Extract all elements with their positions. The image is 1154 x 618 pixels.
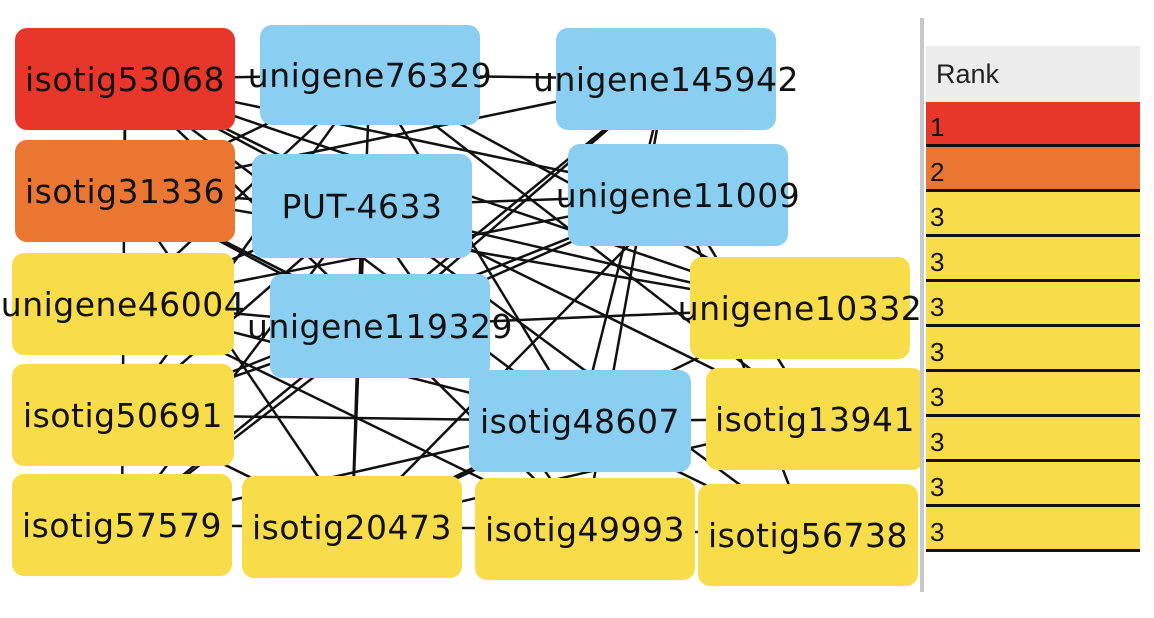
panel-divider[interactable]	[920, 18, 924, 592]
edge-isotig57579-PUT-4633[interactable]	[121, 205, 363, 526]
rank-value: 3	[930, 337, 945, 367]
node-unigene11009[interactable]: unigene11009	[556, 144, 800, 246]
node-label: isotig20473	[251, 507, 453, 547]
node-label: isotig50691	[22, 395, 224, 435]
rank-value: 3	[930, 292, 945, 322]
rank-value: 3	[930, 427, 945, 457]
rank-row[interactable]: 2	[926, 147, 1140, 192]
node-label: unigene46004	[0, 284, 246, 324]
rank-row[interactable]: 1	[926, 102, 1140, 147]
node-isotig57579[interactable]: isotig57579	[12, 474, 232, 576]
node-label: unigene145942	[533, 59, 799, 99]
node-isotig53068[interactable]: isotig53068	[15, 28, 235, 130]
node-unigene46004[interactable]: unigene46004	[1, 253, 245, 355]
node-label: unigene10332	[677, 288, 923, 328]
node-label: isotig31336	[24, 171, 226, 211]
rank-value: 2	[930, 157, 945, 187]
node-unigene145942[interactable]: unigene145942	[533, 28, 798, 130]
edge-unigene145942-isotig48607[interactable]	[578, 78, 668, 422]
rank-value: 1	[930, 112, 945, 142]
rank-row[interactable]: 3	[926, 192, 1140, 237]
node-isotig56738[interactable]: isotig56738	[698, 484, 918, 586]
edge-isotig56738-unigene11009[interactable]	[676, 194, 810, 536]
node-label: PUT-4633	[281, 186, 443, 226]
rank-value: 3	[930, 382, 945, 412]
node-label: unigene11009	[555, 175, 801, 215]
edge-isotig13941-unigene76329[interactable]	[369, 74, 816, 420]
rank-value: 3	[930, 472, 945, 502]
edge-isotig50691-unigene76329[interactable]	[121, 74, 372, 416]
rank-row[interactable]: 3	[926, 282, 1140, 327]
rank-row[interactable]: 3	[926, 372, 1140, 417]
node-label: unigene119329	[247, 306, 513, 346]
rank-row[interactable]: 3	[926, 417, 1140, 462]
node-label: isotig49993	[484, 509, 686, 549]
rank-row[interactable]: 3	[926, 327, 1140, 372]
node-label: isotig13941	[714, 399, 916, 439]
node-PUT-4633[interactable]: PUT-4633	[252, 154, 472, 258]
edge-unigene76329-isotig48607[interactable]	[368, 74, 582, 422]
node-label: unigene76329	[247, 55, 493, 95]
rank-row[interactable]: 3	[926, 507, 1140, 552]
node-isotig49993[interactable]: isotig49993	[475, 478, 695, 580]
node-isotig20473[interactable]: isotig20473	[242, 476, 462, 578]
rank-row[interactable]: 3	[926, 462, 1140, 507]
rank-row[interactable]: 3	[926, 237, 1140, 282]
rank-value: 3	[930, 517, 945, 547]
node-label: isotig56738	[707, 515, 909, 555]
node-unigene76329[interactable]: unigene76329	[248, 25, 492, 125]
node-isotig13941[interactable]: isotig13941	[706, 368, 924, 470]
node-isotig48607[interactable]: isotig48607	[469, 370, 691, 472]
node-label: isotig48607	[479, 401, 681, 441]
rank-column-header[interactable]: Rank	[926, 46, 1140, 102]
node-label: isotig53068	[24, 59, 226, 99]
node-isotig50691[interactable]: isotig50691	[12, 364, 234, 466]
node-unigene10332[interactable]: unigene10332	[678, 257, 922, 359]
node-isotig31336[interactable]: isotig31336	[15, 140, 235, 242]
node-label: isotig57579	[21, 505, 223, 545]
rank-value: 3	[930, 202, 945, 232]
node-unigene119329[interactable]: unigene119329	[247, 274, 512, 378]
rank-value: 3	[930, 247, 945, 277]
